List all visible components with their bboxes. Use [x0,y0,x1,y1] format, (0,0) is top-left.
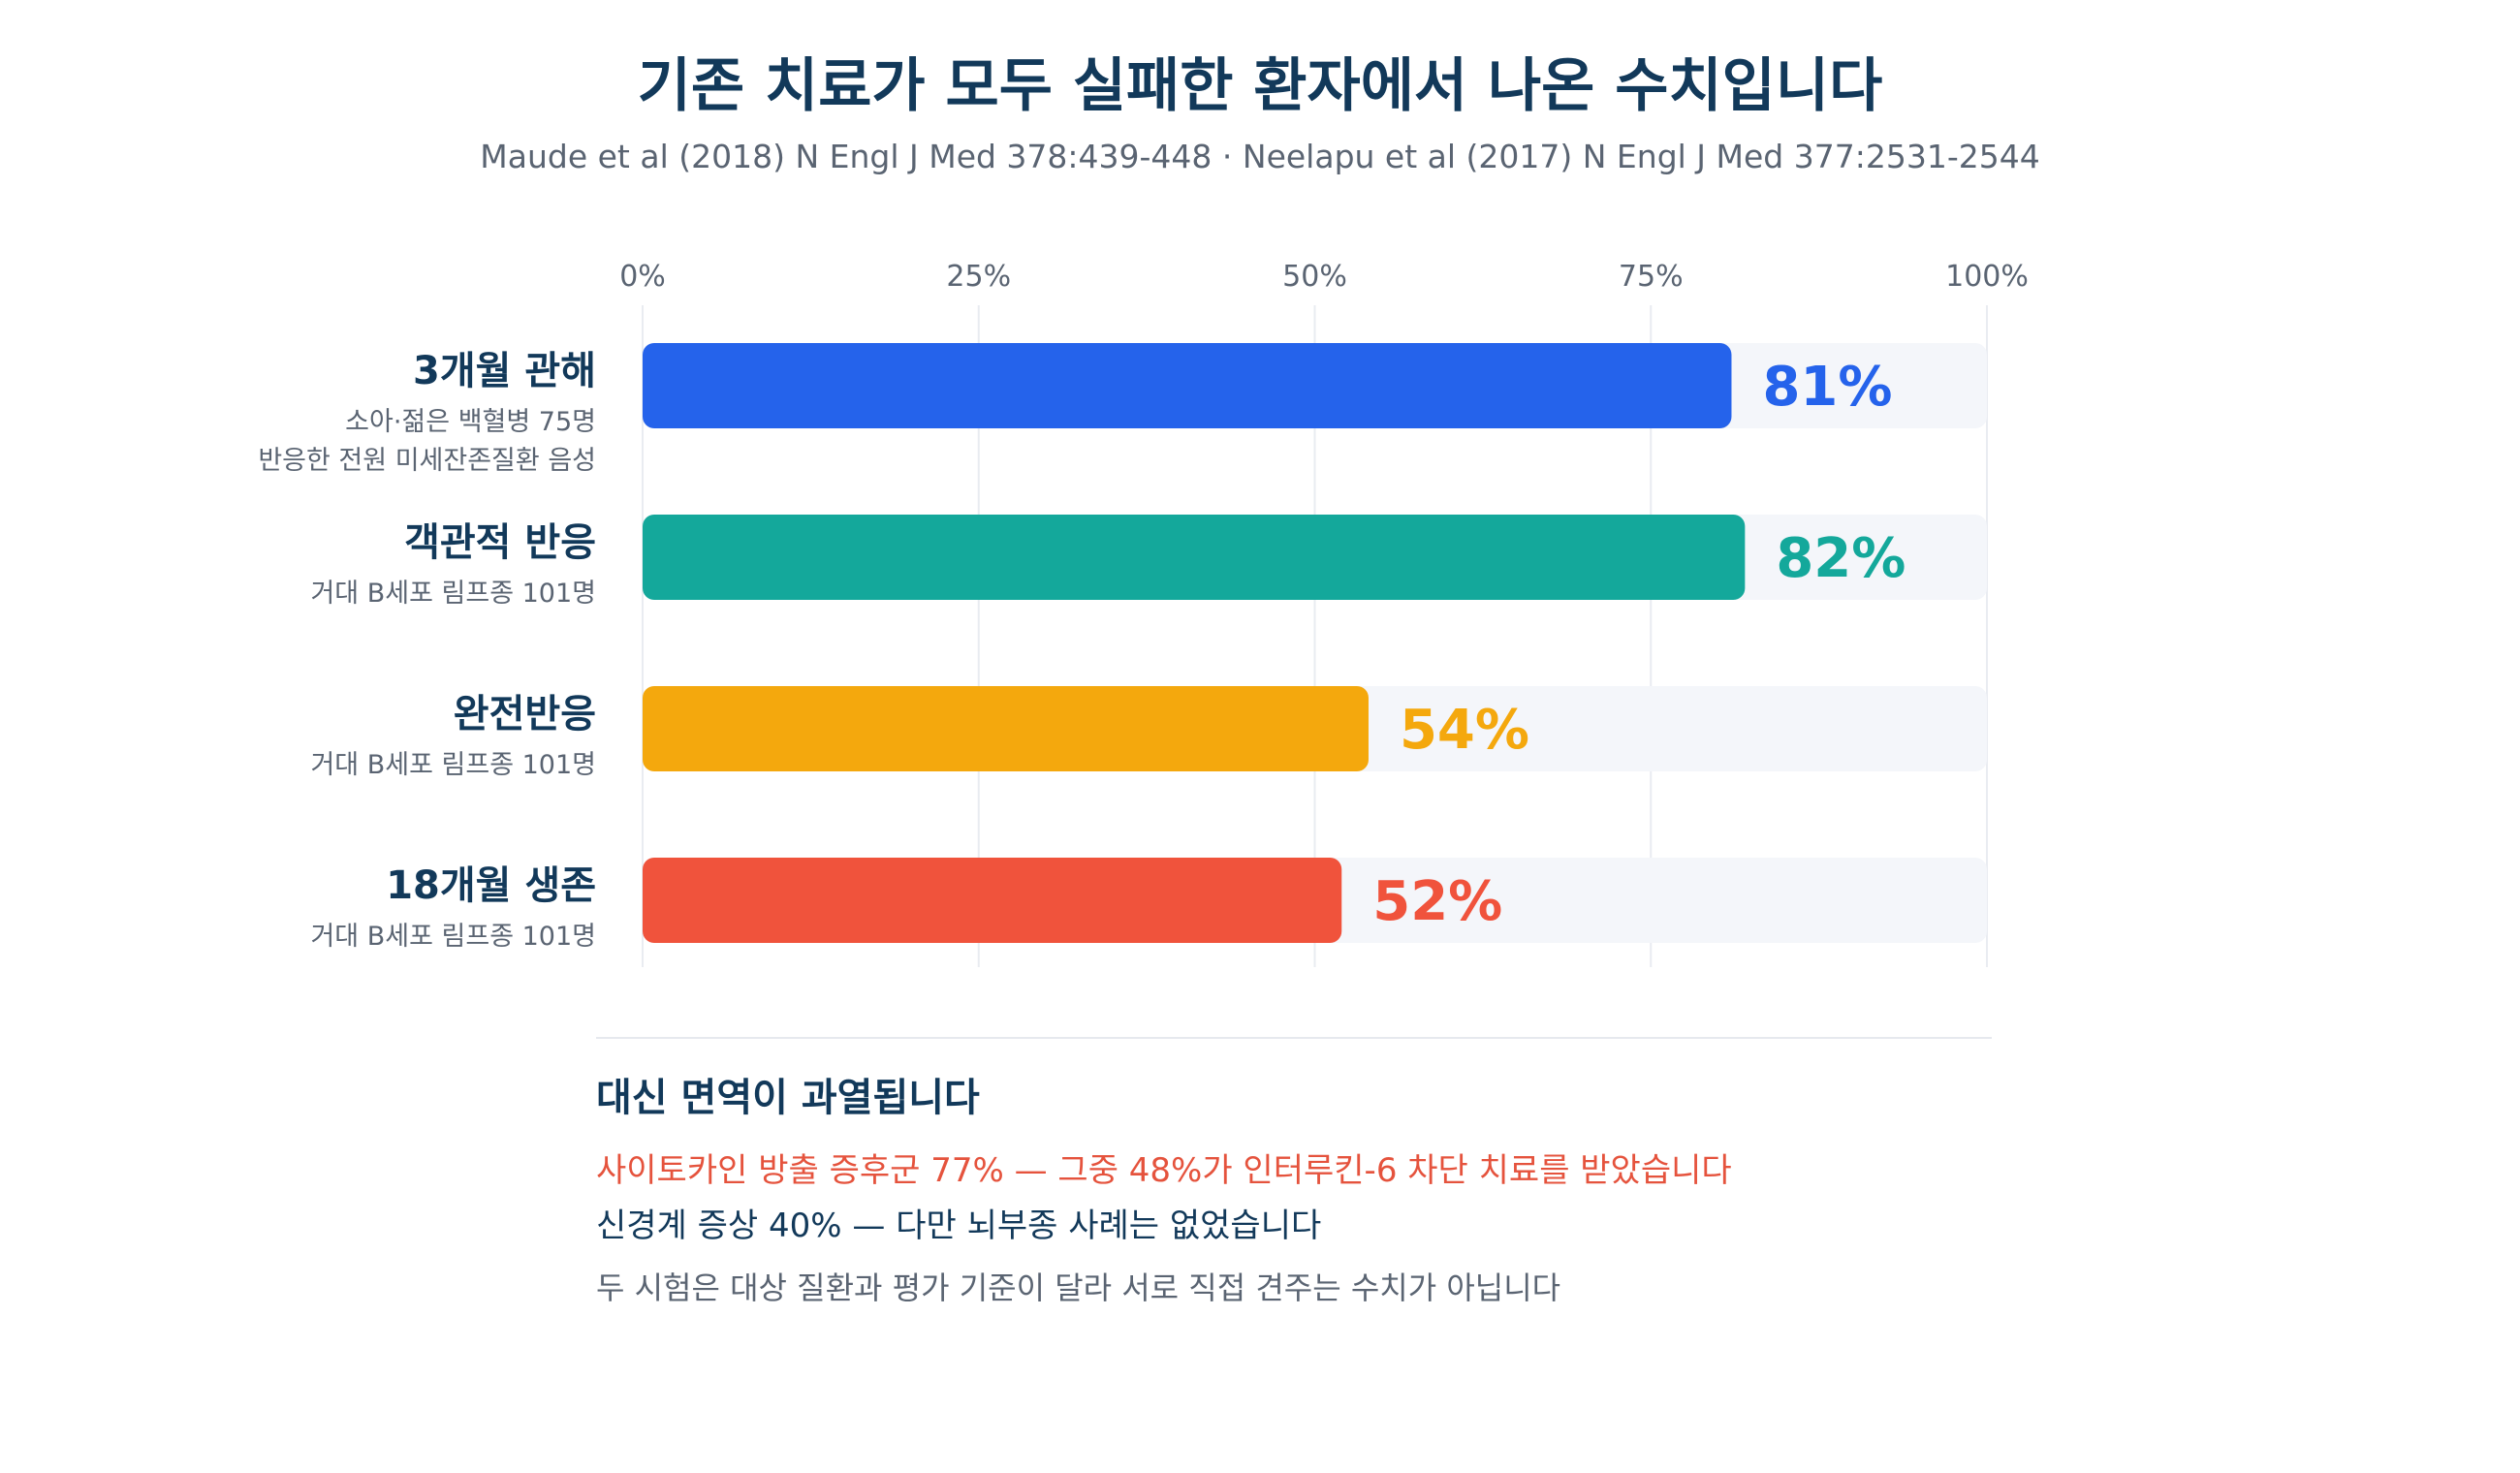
note-caveat: 두 시험은 대상 질환과 평가 기준이 달라 서로 직접 견주는 수치가 아닙니… [596,1269,1561,1306]
x-tick-label: 75% [1619,260,1684,294]
data-label: 52% [1372,870,1502,933]
data-label: 82% [1776,527,1906,590]
bar [643,858,1342,943]
data-label: 81% [1762,356,1892,419]
category-label: 3개월 관해 [413,349,596,393]
x-tick-label: 100% [1945,260,2029,294]
category-note: 반응한 전원 미세잔존질환 음성 [258,446,596,476]
notes-section: 대신 면역이 과열됩니다 사이토카인 방출 증후군 77% — 그중 48%가 … [596,1037,1992,1306]
category-note: 소아·젊은 백혈병 75명 [345,407,596,437]
category-label: 완전반응 [454,692,596,736]
chart-title: 기존 치료가 모두 실패한 환자에서 나온 수치입니다 [637,52,1883,120]
notes-heading: 대신 면역이 과열됩니다 [596,1076,980,1120]
x-tick-label: 50% [1282,260,1347,294]
x-tick-label: 25% [946,260,1011,294]
bar [643,686,1369,771]
category-label: 객관적 반응 [404,520,596,565]
category-label: 18개월 생존 [386,863,596,908]
x-tick-label: 0% [619,260,666,294]
note-crs: 사이토카인 방출 증후군 77% — 그중 48%가 인터루킨-6 차단 치료를… [596,1151,1732,1190]
category-note: 거대 B세포 림프종 101명 [310,922,596,952]
bar [643,343,1732,428]
chart-subtitle: Maude et al (2018) N Engl J Med 378:439-… [480,138,2040,175]
data-label: 54% [1400,699,1529,762]
category-note: 거대 B세포 림프종 101명 [310,579,596,609]
category-note: 거대 B세포 림프종 101명 [310,750,596,780]
bar [643,515,1746,600]
note-neuro: 신경계 증상 40% — 다만 뇌부종 사례는 없었습니다 [596,1207,1322,1245]
